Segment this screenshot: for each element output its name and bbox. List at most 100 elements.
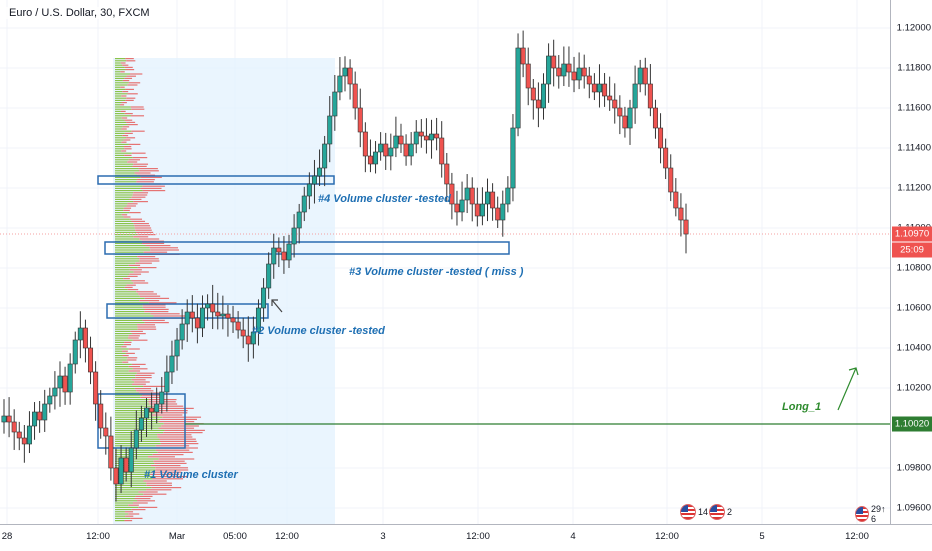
candle-body [525, 63, 531, 89]
candle-body [113, 467, 119, 485]
volume-profile-bar-down [126, 97, 136, 99]
volume-profile-bar-up [115, 284, 127, 286]
candle-body [301, 195, 307, 213]
volume-profile-bar-up [115, 172, 135, 174]
volume-profile-bar-down [124, 132, 133, 134]
volume-profile-bar-up [115, 201, 134, 203]
volume-profile-bar-up [115, 245, 146, 247]
candle-body [571, 71, 577, 81]
volume-profile-bar-up [115, 58, 126, 60]
volume-profile-bar-down [151, 465, 181, 467]
volume-profile-bar-down [125, 69, 135, 71]
volume-profile-bar-down [144, 311, 169, 313]
volume-profile-bar-up [115, 234, 138, 236]
candle-body [607, 95, 613, 101]
volume-profile-bar-up [115, 366, 129, 368]
volume-profile-bar-down [140, 396, 162, 398]
volume-profile-bar-up [115, 339, 133, 341]
volume-profile-bar-up [115, 64, 123, 66]
volume-profile-bar-up [115, 396, 141, 398]
event-marker-2[interactable]: 2 [709, 504, 732, 520]
volume-profile-bar-up [115, 324, 138, 326]
candle-body [306, 183, 312, 197]
candle-body [586, 75, 592, 85]
volume-profile-bar-down [140, 176, 162, 178]
candle-body [138, 417, 144, 431]
candle-body [322, 143, 328, 169]
volume-profile-bar-down [126, 137, 136, 139]
candle-body [627, 107, 633, 129]
volume-profile-bar-down [134, 172, 151, 174]
volume-profile-bar-up [115, 346, 122, 348]
volume-profile-bar-down [135, 229, 152, 231]
candle-body [683, 219, 689, 235]
volume-profile-bar-down [128, 143, 141, 145]
volume-profile-bar-down [142, 242, 165, 244]
volume-profile-bar-down [121, 141, 127, 143]
cluster1-label: #1 Volume cluster [144, 469, 238, 481]
volume-profile-bar-down [157, 451, 193, 453]
volume-profile-bar-down [128, 264, 141, 266]
candle-body [637, 67, 643, 85]
volume-profile-bar-up [115, 520, 125, 522]
volume-profile-bar-up [115, 344, 124, 346]
volume-profile-bar-up [115, 278, 124, 280]
volume-profile-bar-down [147, 456, 175, 458]
volume-profile-bar-up [115, 337, 129, 339]
volume-profile-bar-up [115, 414, 153, 416]
volume-profile-bar-down [131, 196, 146, 198]
volume-profile-bar-down [129, 212, 141, 214]
event-marker-3[interactable]: 29↑ 6 [855, 504, 890, 524]
chart-canvas[interactable] [0, 0, 890, 524]
volume-profile-bar-down [127, 289, 139, 291]
volume-profile-bar-down [123, 207, 132, 209]
time-tick-label: 12:00 [86, 531, 110, 542]
volume-profile-bar-down [152, 454, 184, 456]
volume-profile-bar-up [115, 476, 156, 478]
candle-body [413, 131, 419, 145]
volume-profile-bar-up [115, 394, 143, 396]
volume-profile-bar-down [126, 359, 137, 361]
volume-profile-bar-down [154, 462, 187, 464]
candle-body [266, 263, 272, 289]
annotation-arrow [271, 299, 283, 313]
volume-profile-bar-up [115, 311, 145, 313]
candle-body [103, 427, 109, 437]
volume-profile-bar-down [139, 300, 160, 302]
volume-profile-bar-up [115, 478, 153, 480]
volume-profile-bar-down [127, 161, 138, 163]
volume-profile-bar-up [115, 86, 121, 88]
candle-body [250, 331, 256, 345]
us-flag-icon [680, 504, 696, 520]
volume-profile-bar-down [151, 471, 182, 473]
volume-profile-bar-down [128, 348, 140, 350]
volume-profile-bar-down [139, 238, 160, 240]
volume-profile-bar-down [125, 58, 134, 60]
volume-profile-bar-up [115, 502, 134, 504]
time-axis[interactable]: 28 12:00 Mar 05:00 12:00 3 12:00 4 12:00 5 12:00 [0, 524, 932, 551]
volume-profile-bar-down [124, 520, 133, 522]
candle-body [561, 63, 567, 77]
volume-profile-bar-down [138, 506, 158, 508]
volume-profile-bar-down [123, 209, 130, 211]
candle-body [57, 375, 63, 389]
volume-profile-bar-down [154, 410, 188, 412]
volume-profile-bar-down [143, 385, 167, 387]
candle-body [255, 307, 261, 333]
volume-profile-bar-down [121, 346, 127, 348]
price-axis[interactable]: 1.120001.118001.116001.114001.112001.110… [890, 0, 932, 524]
candle-body [72, 339, 78, 365]
volume-profile-bar-up [115, 306, 143, 308]
volume-profile-bar-down [120, 104, 125, 106]
chart-area[interactable]: Euro / U.S. Dollar, 30, FXCM #1 Volume c… [0, 0, 890, 524]
candle-body [159, 391, 165, 405]
volume-profile-bar-up [115, 467, 156, 469]
volume-profile-bar-up [115, 515, 126, 517]
volume-profile-bar-down [149, 247, 179, 249]
volume-profile-bar-down [135, 377, 152, 379]
volume-profile-bar-up [115, 352, 126, 354]
volume-profile-bar-up [115, 326, 138, 328]
volume-profile-bar-up [115, 286, 125, 288]
candle-body [154, 403, 160, 413]
volume-profile-bar-up [115, 88, 126, 90]
